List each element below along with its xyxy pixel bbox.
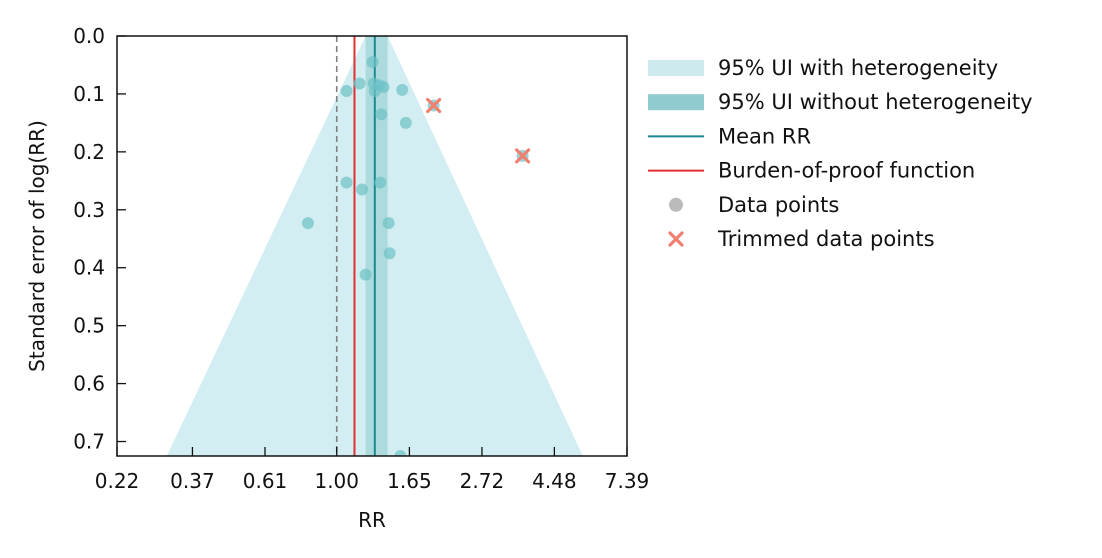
- data-point-7: [396, 83, 409, 96]
- data-point-16: [359, 268, 372, 281]
- data-point-8: [375, 108, 388, 121]
- plot-area: [166, 36, 583, 456]
- data-point-9: [399, 116, 412, 129]
- x-tick-label-5: 2.72: [460, 469, 505, 493]
- legend-item-3: Burden-of-proof function: [648, 159, 975, 183]
- legend-label-4: Data points: [718, 193, 839, 217]
- x-axis-label: RR: [358, 508, 386, 532]
- legend-label-5: Trimmed data points: [717, 227, 935, 251]
- y-tick-label-1: 0.1: [73, 82, 105, 106]
- data-point-6: [368, 85, 381, 98]
- data-point-12: [355, 183, 368, 196]
- y-tick-label-7: 0.7: [73, 430, 105, 454]
- legend-item-4: Data points: [669, 193, 839, 217]
- legend-label-1: 95% UI without heterogeneity: [718, 90, 1033, 114]
- x-tick-label-4: 1.65: [387, 469, 432, 493]
- legend-item-1: 95% UI without heterogeneity: [648, 90, 1033, 114]
- y-axis-ticks: 0.0 0.1 0.2 0.3 0.4 0.5 0.6 0.7: [73, 24, 126, 454]
- y-tick-label-2: 0.2: [73, 140, 105, 164]
- data-point-15: [383, 247, 396, 260]
- data-point-17: [394, 450, 407, 456]
- legend-label-3: Burden-of-proof function: [718, 159, 975, 183]
- y-tick-label-0: 0.0: [73, 24, 105, 48]
- legend-label-0: 95% UI with heterogeneity: [718, 56, 998, 80]
- data-point-14: [382, 217, 395, 230]
- legend-swatch-4: [669, 197, 683, 212]
- data-point-13: [301, 217, 314, 230]
- trimmed-data-points: [426, 97, 531, 164]
- x-tick-label-7: 7.39: [605, 469, 650, 493]
- legend-item-0: 95% UI with heterogeneity: [648, 56, 998, 80]
- legend-swatch-0: [648, 60, 704, 76]
- legend-item-5: Trimmed data points: [668, 227, 935, 251]
- y-tick-label-6: 0.6: [73, 372, 105, 396]
- legend-item-2: Mean RR: [648, 124, 811, 148]
- x-axis-ticks: 0.22 0.37 0.61 1.00 1.65 2.72 4.48 7.39: [95, 447, 650, 493]
- x-tick-label-6: 4.48: [532, 469, 577, 493]
- y-axis-label: Standard error of log(RR): [25, 120, 49, 372]
- y-tick-label-5: 0.5: [73, 314, 105, 338]
- x-tick-label-1: 0.37: [170, 469, 215, 493]
- ui-without-heterogeneity-band: [365, 36, 388, 456]
- plot-frame: [116, 35, 628, 457]
- trimmed-point-0: [426, 97, 442, 114]
- y-tick-label-4: 0.4: [73, 256, 105, 280]
- data-point-0: [366, 56, 379, 69]
- legend: 95% UI with heterogeneity 95% UI without …: [648, 56, 1033, 251]
- x-tick-label-0: 0.22: [95, 469, 140, 493]
- legend-label-2: Mean RR: [718, 124, 811, 148]
- x-tick-label-2: 0.61: [243, 469, 288, 493]
- data-point-1: [353, 77, 366, 90]
- x-tick-label-3: 1.00: [314, 469, 359, 493]
- y-tick-label-3: 0.3: [73, 198, 105, 222]
- data-point-11: [374, 176, 387, 189]
- data-point-10: [340, 176, 353, 189]
- legend-swatch-5: [668, 231, 684, 247]
- legend-swatch-1: [648, 94, 704, 111]
- trimmed-point-1: [515, 148, 531, 164]
- data-points: [301, 56, 412, 456]
- data-point-5: [340, 85, 353, 98]
